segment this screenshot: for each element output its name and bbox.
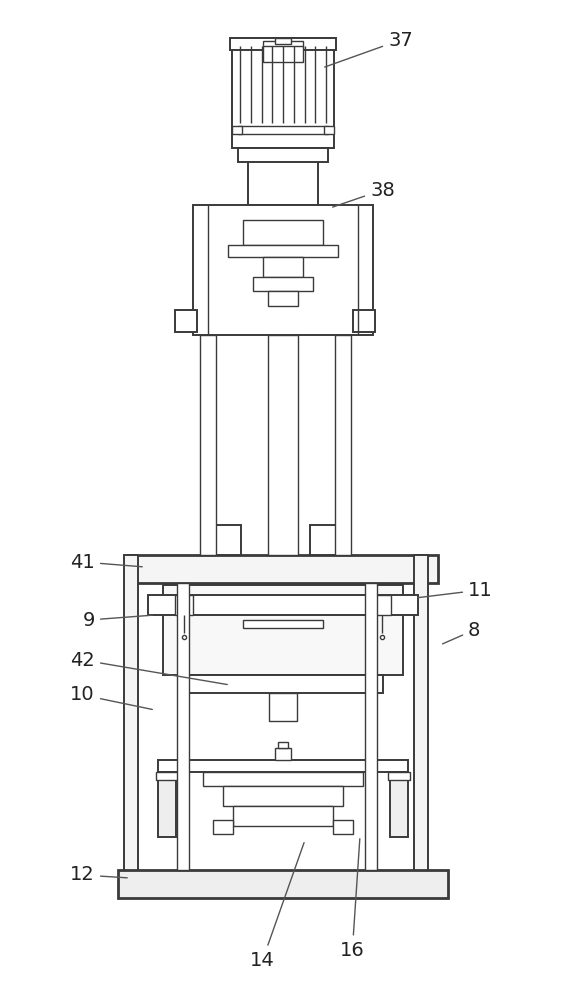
Bar (124, 555, 138, 895)
Bar (158, 772, 176, 837)
Bar (118, 870, 448, 898)
Bar (263, 41, 303, 49)
Text: 9: 9 (83, 610, 152, 630)
Text: 8: 8 (443, 620, 481, 644)
Bar (128, 555, 438, 583)
Bar (324, 126, 334, 134)
Bar (203, 772, 363, 786)
Bar (156, 772, 178, 780)
Bar (183, 675, 383, 693)
Bar (268, 291, 298, 306)
Text: 37: 37 (325, 30, 413, 67)
Bar (248, 148, 318, 205)
Bar (148, 595, 418, 615)
Bar (353, 310, 375, 332)
Bar (278, 742, 288, 748)
Bar (193, 205, 373, 335)
Bar (228, 245, 338, 257)
Bar (232, 38, 334, 148)
Bar (253, 277, 313, 291)
Text: 10: 10 (70, 686, 152, 709)
Text: 38: 38 (333, 180, 395, 207)
Bar (205, 525, 241, 555)
Bar (243, 620, 323, 628)
Bar (268, 335, 298, 555)
Text: 16: 16 (340, 839, 365, 960)
Bar (213, 820, 233, 834)
Bar (158, 760, 408, 772)
Bar (263, 46, 303, 62)
Bar (200, 335, 216, 555)
Bar (335, 335, 351, 555)
Bar (230, 38, 336, 50)
Bar (275, 38, 291, 44)
Bar (177, 583, 189, 870)
Bar (163, 585, 403, 675)
Bar (275, 748, 291, 760)
Bar (390, 772, 408, 837)
Bar (414, 555, 428, 895)
Bar (175, 310, 197, 332)
Bar (333, 820, 353, 834)
Bar (243, 220, 323, 245)
Bar (388, 772, 410, 780)
Bar (269, 693, 297, 721)
Bar (233, 806, 333, 826)
Bar (365, 583, 377, 870)
Bar (238, 148, 328, 162)
Text: 41: 41 (70, 552, 142, 572)
Bar (232, 126, 242, 134)
Bar (175, 595, 193, 615)
Bar (263, 257, 303, 277)
Text: 14: 14 (250, 843, 304, 970)
Bar (310, 525, 346, 555)
Bar (373, 595, 391, 615)
Bar (223, 786, 343, 806)
Bar (238, 126, 328, 134)
Text: 11: 11 (418, 580, 493, 599)
Text: 12: 12 (70, 865, 127, 884)
Text: 42: 42 (70, 650, 228, 685)
